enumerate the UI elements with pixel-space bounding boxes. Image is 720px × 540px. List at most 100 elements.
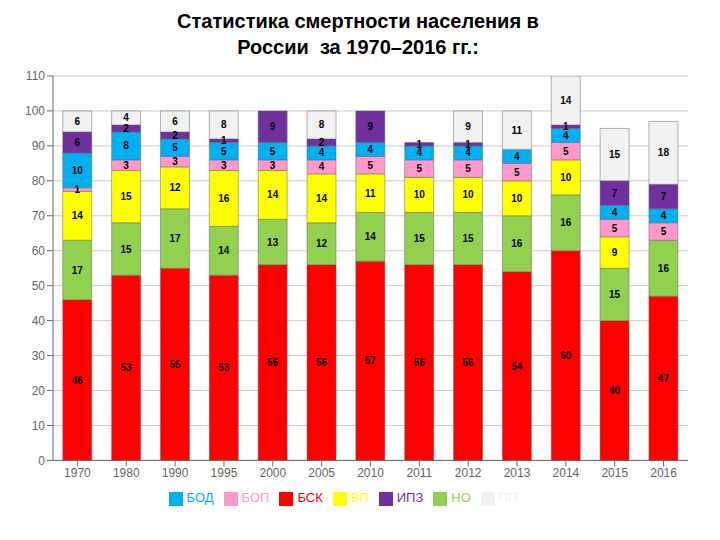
svg-text:5: 5 [465,163,471,174]
svg-text:3: 3 [172,156,178,167]
svg-text:5: 5 [514,167,520,178]
svg-text:1: 1 [74,184,80,195]
svg-text:2016: 2016 [650,466,677,480]
svg-text:53: 53 [121,362,133,373]
svg-text:55: 55 [169,359,181,370]
svg-text:4: 4 [612,207,618,218]
svg-text:5: 5 [221,146,227,157]
svg-text:17: 17 [169,233,181,244]
svg-text:100: 100 [25,104,45,118]
svg-text:1: 1 [563,121,569,132]
svg-text:11: 11 [512,125,523,136]
svg-text:5: 5 [368,160,374,171]
svg-text:4: 4 [319,147,325,158]
svg-text:7: 7 [661,191,667,202]
svg-text:8: 8 [123,140,129,151]
svg-text:56: 56 [462,357,474,368]
svg-text:2015: 2015 [601,466,628,480]
svg-text:1: 1 [465,139,471,150]
svg-text:4: 4 [514,151,520,162]
svg-text:14: 14 [72,210,84,221]
svg-text:47: 47 [658,373,670,384]
svg-text:1980: 1980 [113,466,140,480]
svg-text:5: 5 [661,226,667,237]
svg-text:10: 10 [462,189,474,200]
svg-text:1970: 1970 [64,466,91,480]
svg-text:4: 4 [123,112,129,123]
svg-text:3: 3 [123,160,129,171]
svg-text:1: 1 [221,135,227,146]
svg-text:4: 4 [661,210,667,221]
svg-text:2000: 2000 [259,466,286,480]
svg-text:6: 6 [172,116,178,127]
svg-text:14: 14 [560,95,572,106]
svg-text:17: 17 [72,265,84,276]
svg-text:0: 0 [38,454,45,468]
svg-text:60: 60 [560,350,572,361]
svg-text:14: 14 [365,231,377,242]
svg-text:80: 80 [32,174,46,188]
svg-text:54: 54 [511,361,523,372]
svg-text:8: 8 [221,119,227,130]
svg-text:16: 16 [560,217,572,228]
svg-text:9: 9 [270,121,276,132]
svg-text:4: 4 [368,144,374,155]
svg-text:10: 10 [560,172,572,183]
svg-text:8: 8 [319,119,325,130]
svg-text:15: 15 [121,244,133,255]
svg-text:30: 30 [32,349,46,363]
svg-text:20: 20 [32,384,46,398]
svg-text:90: 90 [32,139,46,153]
svg-text:14: 14 [218,245,230,256]
svg-text:46: 46 [72,375,84,386]
svg-text:10: 10 [72,165,84,176]
svg-text:50: 50 [32,279,46,293]
svg-text:4: 4 [319,161,325,172]
svg-text:60: 60 [32,244,46,258]
svg-text:15: 15 [462,233,474,244]
svg-text:11: 11 [365,188,376,199]
svg-text:5: 5 [563,146,569,157]
svg-text:12: 12 [169,182,181,193]
svg-text:6: 6 [74,137,80,148]
svg-text:3: 3 [270,160,276,171]
svg-text:2013: 2013 [504,466,531,480]
svg-text:14: 14 [316,193,328,204]
svg-text:2011: 2011 [406,466,432,480]
svg-text:2: 2 [319,137,325,148]
svg-text:9: 9 [368,121,374,132]
svg-text:5: 5 [172,142,178,153]
svg-text:15: 15 [609,149,621,160]
svg-text:18: 18 [658,147,670,158]
svg-text:10: 10 [32,419,46,433]
svg-text:16: 16 [658,263,670,274]
svg-text:5: 5 [270,146,276,157]
svg-text:10: 10 [511,193,523,204]
svg-text:9: 9 [612,247,618,258]
svg-text:110: 110 [26,69,45,83]
svg-text:16: 16 [511,238,523,249]
svg-text:2012: 2012 [455,466,482,480]
svg-text:15: 15 [121,191,133,202]
svg-text:3: 3 [221,160,227,171]
svg-text:56: 56 [267,357,279,368]
svg-text:70: 70 [32,209,46,223]
svg-text:56: 56 [414,357,426,368]
svg-text:5: 5 [612,223,618,234]
svg-text:1990: 1990 [162,466,189,480]
svg-text:2014: 2014 [553,466,580,480]
svg-text:12: 12 [316,238,328,249]
svg-text:2005: 2005 [308,466,335,480]
svg-text:15: 15 [609,289,621,300]
svg-text:10: 10 [414,189,426,200]
svg-text:2010: 2010 [357,466,384,480]
svg-text:14: 14 [267,189,279,200]
svg-text:40: 40 [609,385,621,396]
svg-text:53: 53 [218,362,230,373]
svg-text:16: 16 [218,193,230,204]
svg-text:1995: 1995 [211,466,238,480]
svg-text:2: 2 [172,130,178,141]
svg-text:40: 40 [32,314,46,328]
svg-text:6: 6 [74,116,80,127]
svg-text:13: 13 [267,237,279,248]
